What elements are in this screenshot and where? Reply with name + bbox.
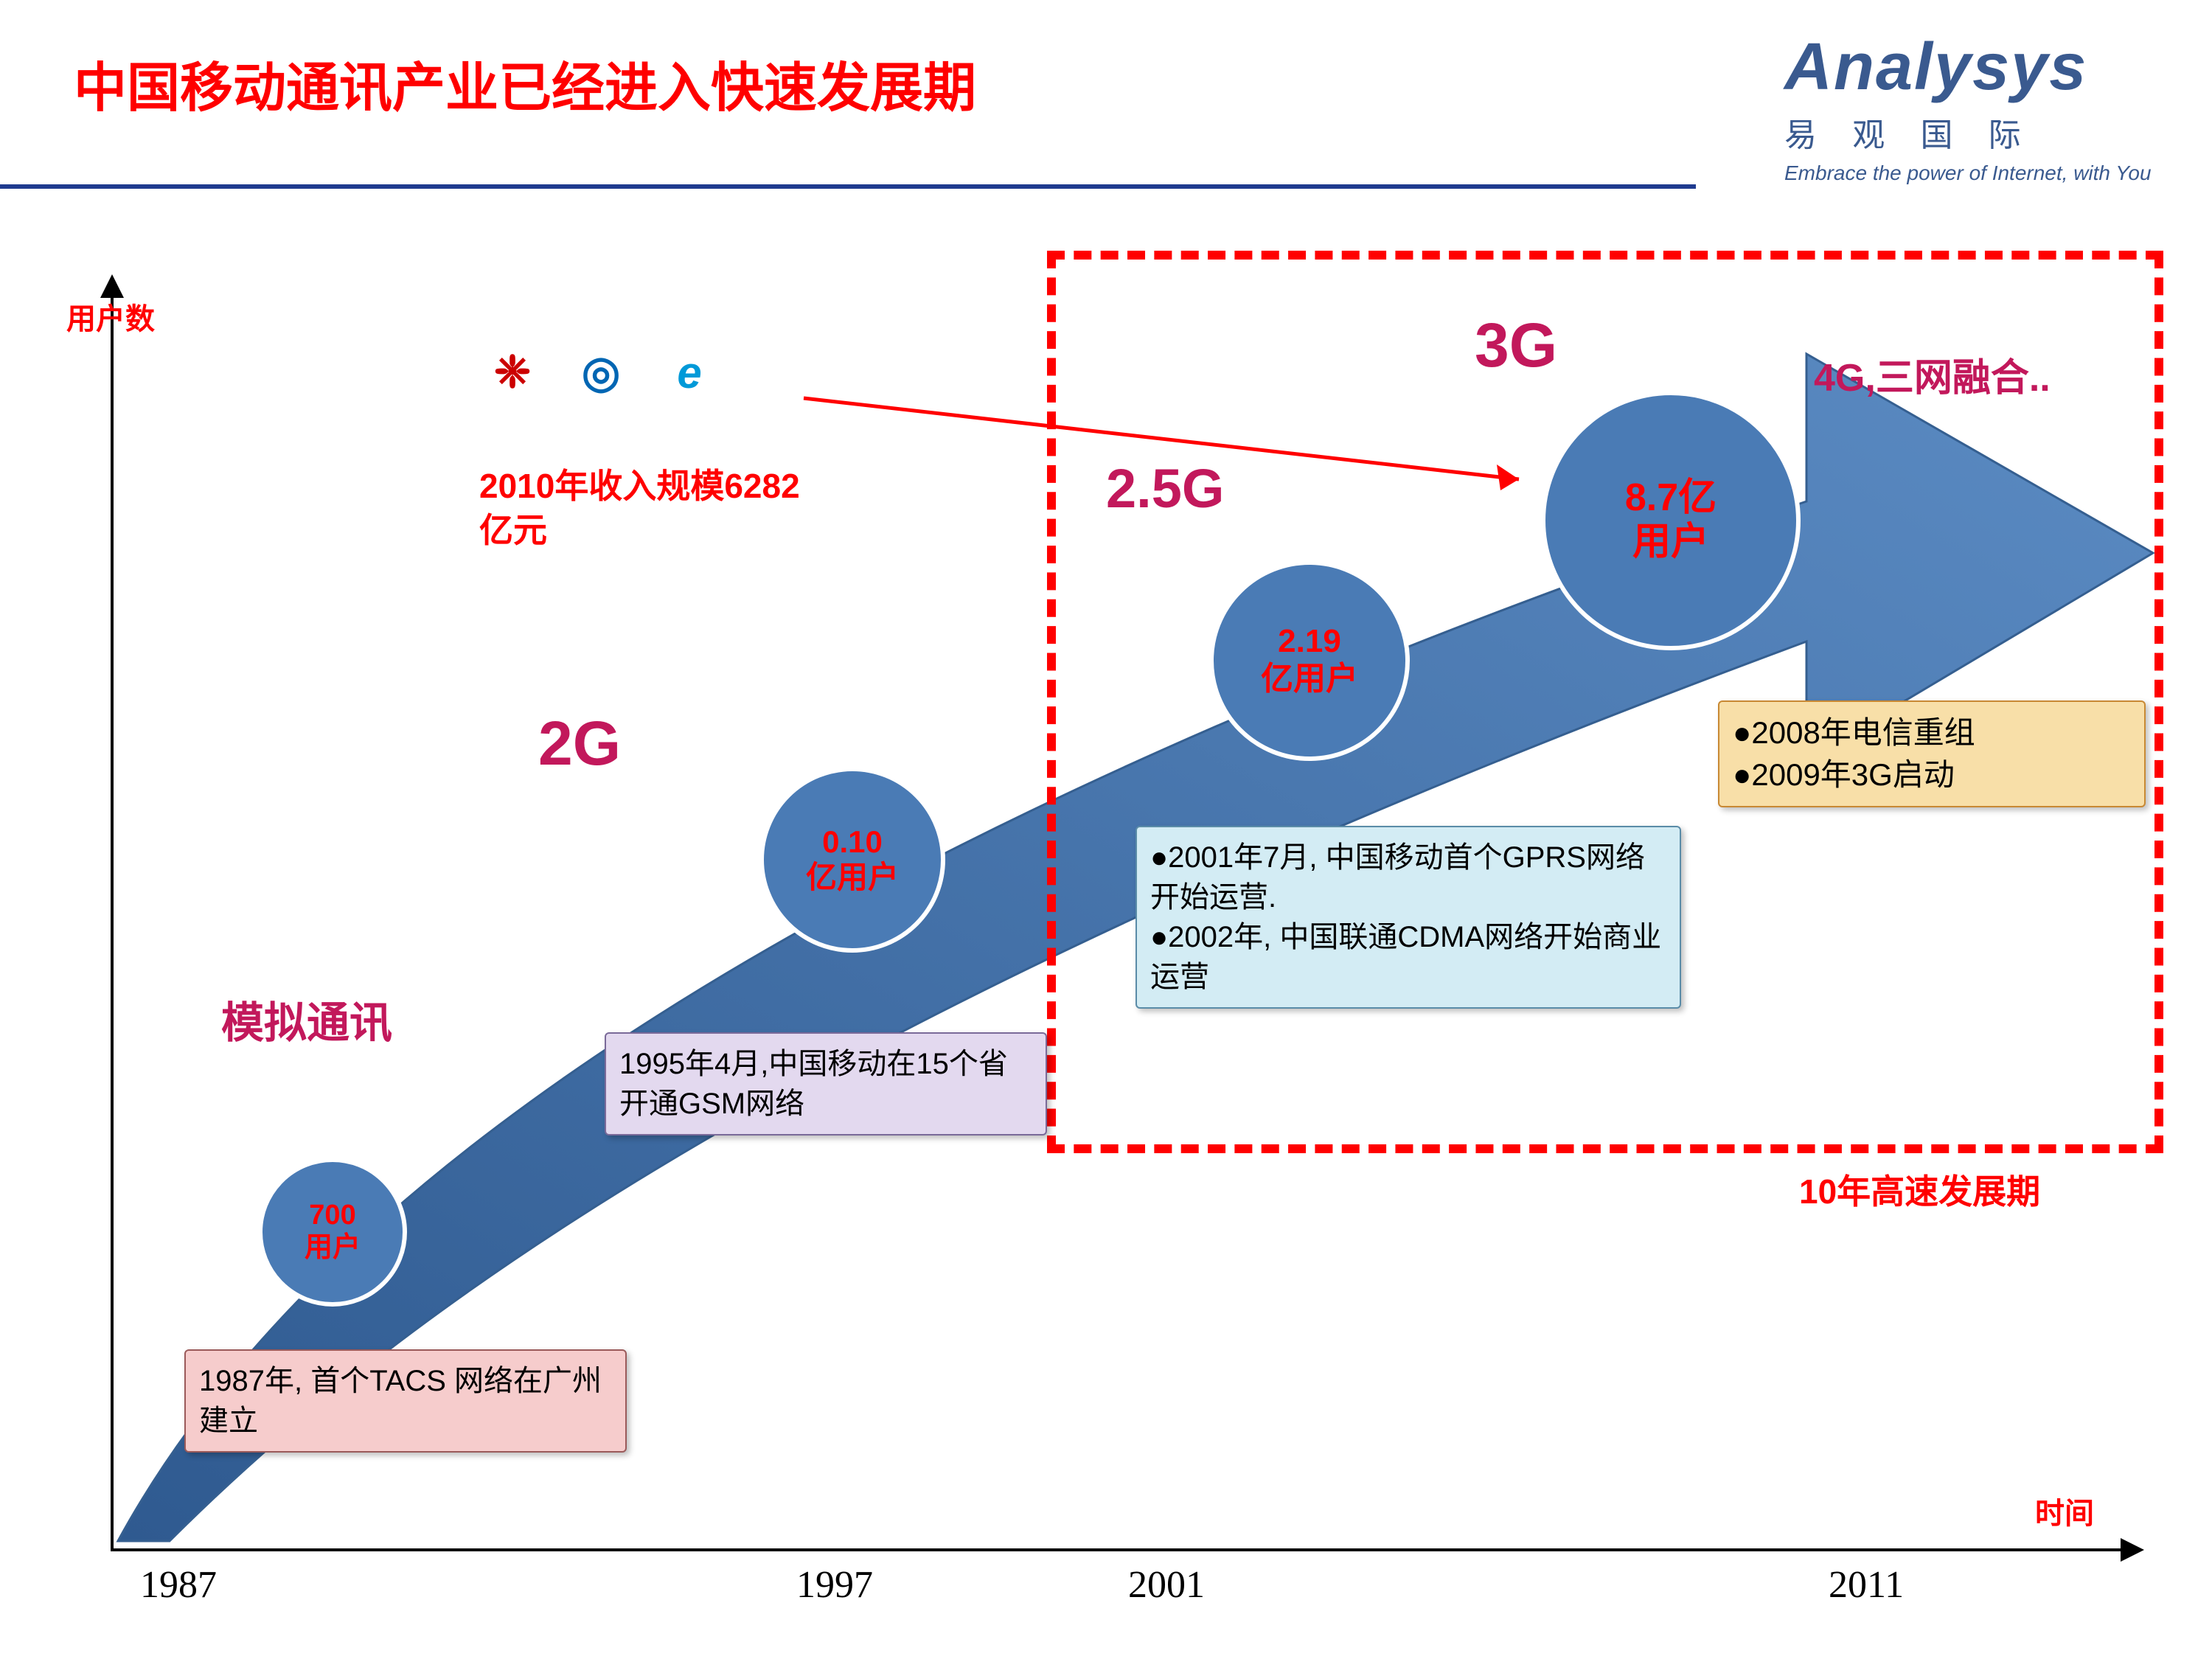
china-unicom-icon: ❈ <box>479 339 546 406</box>
china-mobile-icon: ◎ <box>568 339 634 406</box>
era-analog: 模拟通讯 <box>221 988 392 1050</box>
slide-title: 中国移动通讯产业已经进入快速发展期 <box>74 44 976 122</box>
revenue-note-l1: 2010年收入规模6282 <box>479 465 800 509</box>
bubble-1997-unit: 亿用户 <box>806 860 899 895</box>
bubble-2001: 2.19 亿用户 <box>1209 560 1410 761</box>
revenue-note: 2010年收入规模6282 亿元 <box>479 465 800 553</box>
china-telecom-icon: e <box>656 339 723 406</box>
bubble-1987-unit: 用户 <box>305 1232 361 1265</box>
bubble-2001-unit: 亿用户 <box>1261 661 1358 698</box>
note-2008-l1: ●2008年电信重组 <box>1733 712 2131 754</box>
note-2001-l1: ●2001年7月, 中国移动首个GPRS网络开始运营. <box>1150 838 1666 917</box>
note-1995-text: 1995年4月,中国移动在15个省开通GSM网络 <box>619 1048 1008 1120</box>
note-2001: ●2001年7月, 中国移动首个GPRS网络开始运营. ●2002年, 中国联通… <box>1135 826 1681 1009</box>
bubble-1987: 700 用户 <box>258 1158 407 1307</box>
note-1987: 1987年, 首个TACS 网络在广州建立 <box>184 1349 627 1453</box>
logo-sub-text: 易 观 国 际 <box>1784 108 2197 156</box>
era-2g: 2G <box>538 708 621 779</box>
logo-tagline: Embrace the power of Internet, with You <box>1784 161 2197 185</box>
carrier-icons-row: ❈ ◎ e <box>479 339 723 406</box>
bubble-1997: 0.10 亿用户 <box>759 767 945 953</box>
slide-root: 中国移动通讯产业已经进入快速发展期 Analysys 易 观 国 际 Embra… <box>0 0 2212 1659</box>
note-2008-l2: ●2009年3G启动 <box>1733 754 2131 796</box>
bubble-1987-val: 700 <box>309 1200 355 1232</box>
bubble-2001-val: 2.19 <box>1278 623 1341 661</box>
logo-main-text: Analysys <box>1784 29 2197 105</box>
analysys-logo: Analysys 易 观 国 际 Embrace the power of In… <box>1784 29 2197 185</box>
revenue-arrow-icon <box>774 361 1659 582</box>
title-underline <box>0 184 1696 189</box>
bubble-1997-val: 0.10 <box>822 824 883 860</box>
note-1987-text: 1987年, 首个TACS 网络在广州建立 <box>199 1365 602 1437</box>
note-2001-l2: ●2002年, 中国联通CDMA网络开始商业运营 <box>1150 917 1666 997</box>
note-2008: ●2008年电信重组 ●2009年3G启动 <box>1718 700 2146 807</box>
note-1995: 1995年4月,中国移动在15个省开通GSM网络 <box>605 1032 1047 1135</box>
era-4g: 4G,三网融合.. <box>1814 347 2051 402</box>
highlight-caption: 10年高速发展期 <box>1799 1165 2040 1214</box>
revenue-note-l2: 亿元 <box>479 509 800 553</box>
